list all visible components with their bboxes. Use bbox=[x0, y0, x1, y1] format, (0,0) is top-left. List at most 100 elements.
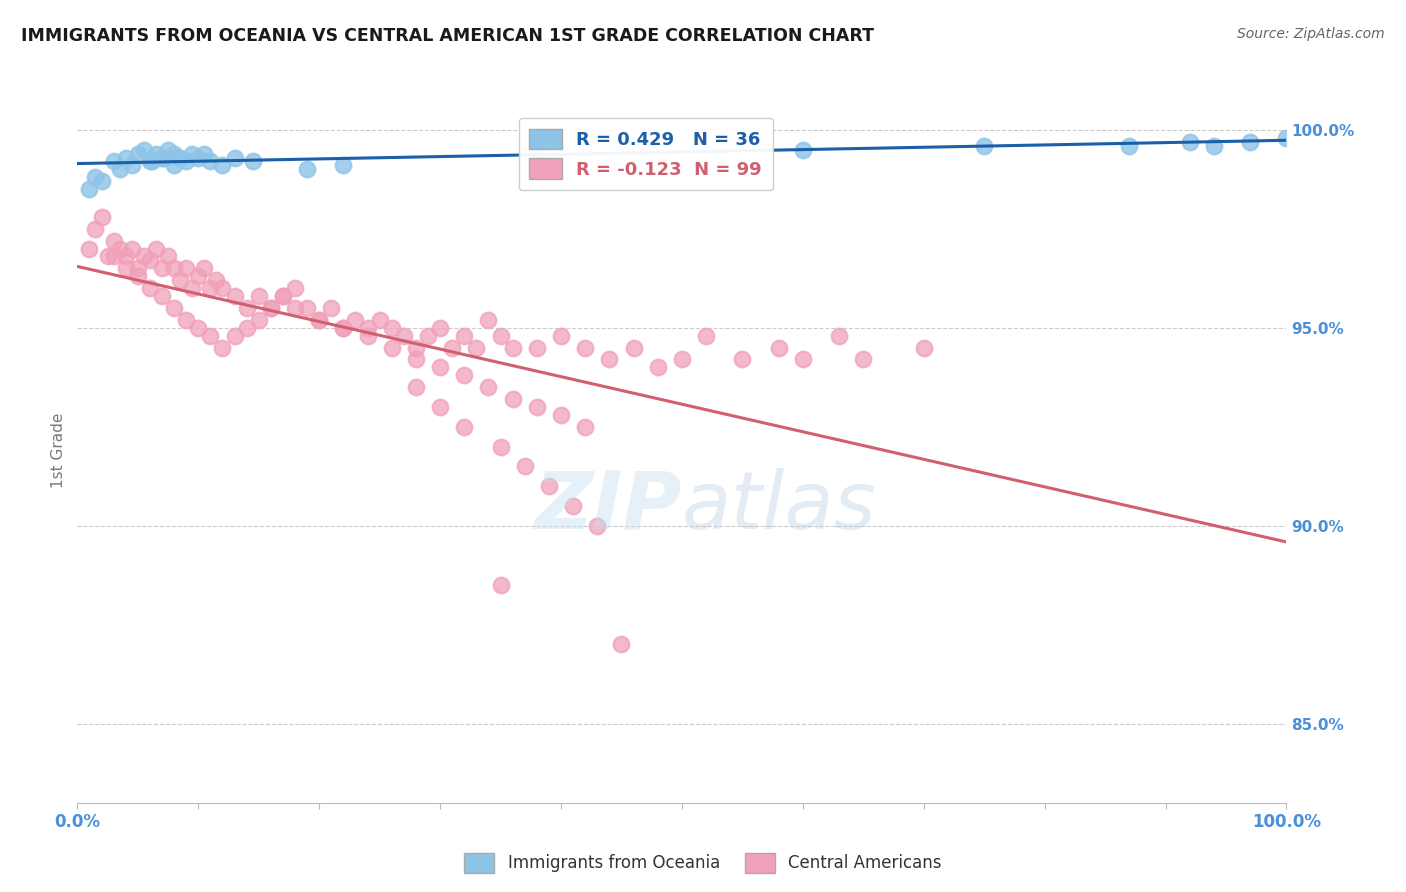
Point bbox=[187, 151, 209, 165]
Point bbox=[381, 341, 404, 355]
Point bbox=[174, 261, 197, 276]
Point bbox=[169, 151, 191, 165]
Point bbox=[96, 250, 118, 264]
Point bbox=[284, 301, 307, 315]
Point bbox=[114, 250, 136, 264]
Point bbox=[526, 400, 548, 414]
Point bbox=[103, 250, 125, 264]
Point bbox=[174, 313, 197, 327]
Point bbox=[211, 281, 233, 295]
Point bbox=[574, 341, 596, 355]
Text: atlas: atlas bbox=[682, 467, 877, 546]
Point bbox=[242, 154, 264, 169]
Point bbox=[502, 392, 524, 406]
Point bbox=[90, 174, 112, 188]
Point bbox=[405, 380, 427, 394]
Point bbox=[200, 328, 222, 343]
Point bbox=[912, 341, 935, 355]
Point bbox=[321, 301, 343, 315]
Point bbox=[792, 352, 814, 367]
Point bbox=[429, 360, 451, 375]
Point bbox=[441, 341, 464, 355]
Point bbox=[731, 352, 754, 367]
Point bbox=[205, 273, 228, 287]
Point bbox=[610, 637, 633, 651]
Point bbox=[1275, 130, 1298, 145]
Point bbox=[114, 151, 136, 165]
Legend: R = 0.429   N = 36, R = -0.123  N = 99: R = 0.429 N = 36, R = -0.123 N = 99 bbox=[519, 118, 773, 190]
Point bbox=[163, 261, 186, 276]
Point bbox=[141, 154, 163, 169]
Point bbox=[586, 518, 609, 533]
Point bbox=[308, 313, 330, 327]
Point bbox=[1118, 138, 1140, 153]
Point bbox=[224, 151, 246, 165]
Point bbox=[139, 281, 162, 295]
Text: Source: ZipAtlas.com: Source: ZipAtlas.com bbox=[1237, 27, 1385, 41]
Point bbox=[405, 341, 427, 355]
Point bbox=[163, 146, 186, 161]
Text: ZIP: ZIP bbox=[534, 467, 682, 546]
Point bbox=[163, 158, 186, 172]
Point bbox=[489, 578, 512, 592]
Point bbox=[150, 151, 173, 165]
Point bbox=[308, 313, 330, 327]
Point bbox=[260, 301, 283, 315]
Point bbox=[139, 154, 162, 169]
Point bbox=[163, 301, 186, 315]
Point bbox=[121, 242, 143, 256]
Point bbox=[108, 242, 131, 256]
Point bbox=[108, 162, 131, 177]
Point bbox=[153, 151, 176, 165]
Point bbox=[502, 341, 524, 355]
Point bbox=[392, 328, 415, 343]
Point bbox=[145, 146, 167, 161]
Point bbox=[828, 328, 851, 343]
Point bbox=[200, 281, 222, 295]
Point bbox=[1178, 135, 1201, 149]
Point bbox=[513, 459, 536, 474]
Point bbox=[526, 143, 548, 157]
Point bbox=[247, 289, 270, 303]
Point bbox=[695, 328, 717, 343]
Point bbox=[574, 419, 596, 434]
Point bbox=[235, 320, 257, 334]
Point bbox=[550, 408, 572, 422]
Point bbox=[193, 261, 215, 276]
Point bbox=[224, 328, 246, 343]
Point bbox=[526, 341, 548, 355]
Point bbox=[79, 242, 101, 256]
Y-axis label: 1st Grade: 1st Grade bbox=[51, 413, 66, 488]
Point bbox=[84, 170, 107, 185]
Point bbox=[114, 261, 136, 276]
Point bbox=[187, 269, 209, 284]
Point bbox=[193, 146, 215, 161]
Point bbox=[453, 368, 475, 383]
Point bbox=[127, 146, 149, 161]
Legend: Immigrants from Oceania, Central Americans: Immigrants from Oceania, Central America… bbox=[457, 847, 949, 880]
Point bbox=[90, 210, 112, 224]
Point bbox=[121, 158, 143, 172]
Point bbox=[127, 269, 149, 284]
Point bbox=[344, 313, 367, 327]
Point bbox=[200, 154, 222, 169]
Point bbox=[598, 352, 620, 367]
Point bbox=[537, 479, 560, 493]
Point bbox=[562, 499, 585, 513]
Point bbox=[356, 320, 378, 334]
Point bbox=[150, 261, 173, 276]
Point bbox=[429, 320, 451, 334]
Point bbox=[211, 341, 233, 355]
Point bbox=[295, 162, 318, 177]
Point bbox=[477, 313, 499, 327]
Point bbox=[271, 289, 294, 303]
Point bbox=[623, 341, 645, 355]
Point bbox=[792, 143, 814, 157]
Point bbox=[1239, 135, 1261, 149]
Point bbox=[489, 328, 512, 343]
Point bbox=[132, 250, 155, 264]
Point bbox=[356, 328, 378, 343]
Point bbox=[271, 289, 294, 303]
Point bbox=[235, 301, 257, 315]
Point bbox=[368, 313, 391, 327]
